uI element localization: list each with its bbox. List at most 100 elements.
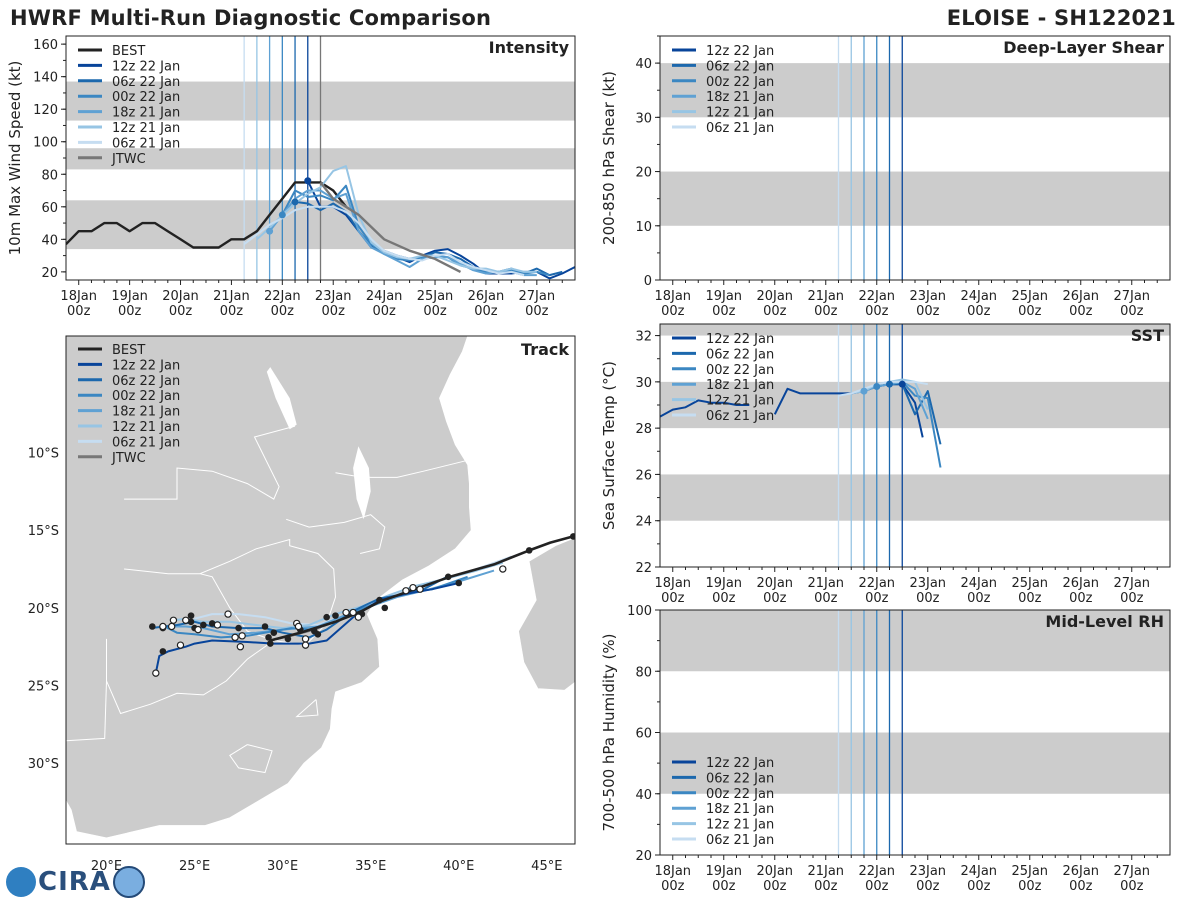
track-position-filled: [284, 635, 292, 643]
x-tick-label: 19Jan: [705, 576, 742, 591]
legend-label: 18z 21 Jan: [706, 802, 774, 817]
legend-label: 12z 22 Jan: [112, 358, 180, 373]
lat-tick-label: 20°S: [28, 602, 59, 617]
shaded-band: [660, 324, 1170, 336]
legend-label: 18z 21 Jan: [112, 405, 180, 420]
page-title: HWRF Multi-Run Diagnostic Comparison: [10, 6, 492, 30]
track-position-open: [301, 635, 310, 643]
x-tick-label: 18Jan: [60, 289, 97, 304]
legend-label: 12z 21 Jan: [706, 818, 774, 833]
legend-label: 12z 22 Jan: [706, 756, 774, 771]
legend-label: 06z 21 Jan: [706, 121, 774, 136]
x-tick-label: 26Jan: [1062, 864, 1099, 879]
x-tick-label: 00z: [118, 304, 142, 319]
y-tick-label: 80: [635, 665, 652, 680]
series-line-12z-21-Jan: [256, 165, 537, 273]
legend-label: 06z 22 Jan: [706, 347, 774, 362]
track-position-filled: [149, 623, 156, 630]
x-tick-label: 00z: [220, 304, 244, 319]
x-tick-label: 21Jan: [807, 864, 844, 879]
x-tick-label: 23Jan: [909, 576, 946, 591]
x-tick-label: 00z: [1120, 879, 1144, 894]
x-tick-label: 22Jan: [858, 576, 895, 591]
x-tick-label: 26Jan: [468, 289, 505, 304]
track-position-open: [176, 641, 185, 649]
shaded-band: [660, 732, 1170, 794]
track-position-filled: [376, 596, 383, 604]
panel-title: Mid-Level RH: [1045, 612, 1164, 631]
panel-title: SST: [1131, 326, 1164, 345]
legend-label: 12z 21 Jan: [706, 106, 774, 121]
cira-logo: CIRA: [6, 866, 145, 898]
y-tick-label: 30: [635, 111, 652, 126]
x-tick-label: 00z: [763, 591, 787, 606]
track-position-open: [416, 585, 424, 593]
legend-label: 18z 21 Jan: [112, 106, 180, 121]
x-tick-label: 00z: [372, 304, 396, 319]
y-tick-label: 40: [635, 57, 652, 72]
track-position-filled: [187, 612, 195, 619]
track-position-filled: [381, 604, 389, 612]
shaded-band: [660, 610, 1170, 672]
legend-label: 06z 22 Jan: [706, 59, 774, 74]
legend-label: 06z 21 Jan: [706, 833, 774, 848]
x-tick-label: 19Jan: [705, 864, 742, 879]
country-border: [295, 699, 319, 718]
x-tick-label: 00z: [967, 879, 991, 894]
series-marker: [873, 382, 881, 390]
x-tick-label: 00z: [661, 879, 685, 894]
panel-sst: 22242628303218Jan00z19Jan00z20Jan00z21Ja…: [600, 323, 1171, 606]
x-tick-label: 00z: [1018, 304, 1042, 319]
legend-label: 12z 21 Jan: [112, 420, 180, 435]
plot-area: [660, 610, 1170, 855]
legend-label: 06z 22 Jan: [112, 374, 180, 389]
x-tick-label: 18Jan: [654, 576, 691, 591]
y-tick-label: 40: [635, 788, 652, 803]
x-tick-label: 27Jan: [1113, 576, 1150, 591]
x-tick-label: 00z: [814, 304, 838, 319]
lon-tick-label: 20°E: [91, 859, 122, 874]
track-position-filled: [270, 629, 278, 637]
track-position-filled: [314, 630, 322, 638]
x-tick-label: 20Jan: [162, 289, 199, 304]
legend-label: 00z 22 Jan: [706, 363, 774, 378]
x-tick-label: 00z: [67, 304, 91, 319]
y-axis-label: 10m Max Wind Speed (kt): [6, 61, 24, 256]
series-line-BEST: [66, 181, 347, 249]
x-tick-label: 00z: [1069, 591, 1093, 606]
x-tick-label: 25Jan: [1011, 576, 1048, 591]
x-tick-label: 24Jan: [960, 864, 997, 879]
legend-label: 00z 22 Jan: [706, 787, 774, 802]
lake-malawi: [353, 446, 371, 520]
track-position-filled: [323, 613, 330, 621]
track-position-filled: [159, 648, 167, 655]
legend-label: 06z 22 Jan: [706, 771, 774, 786]
country-border: [335, 459, 468, 478]
x-tick-label: 00z: [322, 304, 346, 319]
x-tick-label: 25Jan: [417, 289, 454, 304]
x-tick-label: 00z: [814, 879, 838, 894]
track-position-open: [169, 616, 178, 624]
legend-label: 00z 22 Jan: [112, 90, 180, 105]
track-position-open: [409, 583, 417, 592]
x-tick-label: 24Jan: [366, 289, 403, 304]
x-tick-label: 00z: [525, 304, 549, 319]
x-tick-label: 00z: [967, 304, 991, 319]
y-tick-label: 28: [635, 422, 652, 437]
x-tick-label: 18Jan: [654, 864, 691, 879]
y-tick-label: 0: [644, 274, 652, 289]
lat-tick-label: 25°S: [28, 680, 59, 695]
track-position-filled: [569, 533, 575, 540]
x-tick-label: 27Jan: [519, 289, 556, 304]
lat-tick-label: 30°S: [28, 757, 59, 772]
series-marker: [278, 211, 286, 219]
lon-tick-label: 45°E: [531, 859, 562, 874]
track-position-open: [167, 622, 176, 631]
panel-shear: 01020304018Jan00z19Jan00z20Jan00z21Jan00…: [600, 35, 1171, 319]
lon-tick-label: 35°E: [355, 859, 386, 874]
y-tick-label: 60: [41, 201, 58, 216]
panel-intensity: 2040608010012014016018Jan00z19Jan00z20Ja…: [6, 35, 576, 319]
x-tick-label: 25Jan: [1011, 864, 1048, 879]
legend-label: 12z 22 Jan: [706, 44, 774, 59]
